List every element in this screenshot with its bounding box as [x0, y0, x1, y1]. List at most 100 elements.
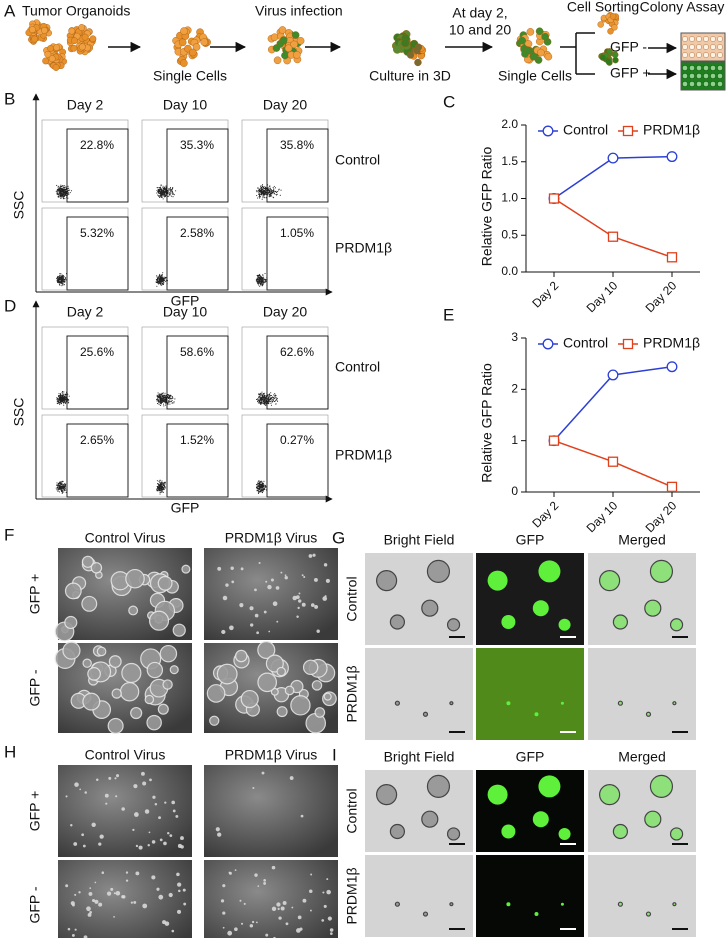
- cell: [285, 45, 292, 52]
- event-dot: [263, 193, 264, 194]
- cell: [519, 37, 526, 44]
- event-dot: [63, 196, 64, 197]
- panel-label: E: [443, 305, 454, 324]
- well: [682, 52, 687, 57]
- event-dot: [160, 397, 161, 398]
- event-dot: [259, 197, 260, 198]
- event-dot: [158, 280, 159, 281]
- event-dot: [261, 398, 262, 399]
- event-dot: [64, 198, 65, 199]
- event-dot: [269, 191, 270, 192]
- event-dot: [157, 480, 158, 481]
- event-dot: [272, 197, 273, 198]
- event-dot: [260, 190, 261, 191]
- event-dot: [263, 403, 264, 404]
- event-dot: [168, 395, 169, 396]
- well: [717, 65, 722, 70]
- event-dot: [165, 396, 166, 397]
- event-dot: [257, 276, 258, 277]
- colony: [250, 924, 253, 927]
- event-dot: [162, 187, 163, 188]
- gfp-blob: [538, 775, 560, 797]
- marker: [668, 482, 677, 491]
- gate-percent: 5.32%: [80, 226, 114, 240]
- event-dot: [169, 189, 170, 190]
- x-tick-label: Day 2: [529, 278, 561, 310]
- event-dot: [163, 190, 164, 191]
- cell: [180, 27, 187, 34]
- y-tick-label: 0.0: [501, 264, 518, 278]
- colony: [155, 803, 157, 805]
- event-dot: [62, 397, 63, 398]
- event-dot: [63, 190, 64, 191]
- event-dot: [63, 402, 64, 403]
- colony: [133, 901, 136, 904]
- event-dot: [265, 189, 266, 190]
- colony: [324, 693, 331, 700]
- colony: [65, 616, 77, 628]
- cell: [82, 34, 88, 40]
- organoid: [671, 828, 683, 840]
- event-dot: [60, 192, 61, 193]
- event-dot: [56, 190, 57, 191]
- event-dot: [264, 486, 265, 487]
- event-dot: [169, 396, 170, 397]
- event-dot: [63, 396, 64, 397]
- cell: [598, 21, 604, 27]
- micro-image: [588, 553, 696, 645]
- cell: [607, 48, 613, 54]
- event-dot: [273, 190, 274, 191]
- image-bg: [588, 648, 696, 740]
- event-dot: [61, 403, 62, 404]
- flow-plot: 1.05%: [242, 208, 328, 290]
- cell: [414, 59, 421, 66]
- cell: [41, 27, 47, 33]
- colony: [180, 836, 184, 840]
- event-dot: [62, 491, 63, 492]
- event-dot: [67, 188, 68, 189]
- event-dot: [261, 490, 262, 491]
- event-dot: [263, 486, 264, 487]
- cell-cluster: [172, 27, 210, 67]
- event-dot: [268, 396, 269, 397]
- step-label: Single Cells: [153, 68, 227, 84]
- event-dot: [159, 276, 160, 277]
- event-dot: [170, 187, 171, 188]
- y-tick-label: 0: [511, 484, 518, 498]
- event-dot: [258, 278, 259, 279]
- event-dot: [61, 401, 62, 402]
- axis-label: SSC: [11, 191, 27, 220]
- colony: [322, 596, 327, 601]
- colony: [108, 719, 123, 734]
- colony: [91, 823, 95, 827]
- colony: [83, 659, 91, 667]
- y-tick-label: 2.0: [501, 117, 518, 131]
- colony: [259, 562, 261, 564]
- colony: [116, 891, 121, 896]
- event-dot: [60, 273, 61, 274]
- column-header: PRDM1β Virus: [225, 530, 318, 546]
- colony: [298, 599, 301, 602]
- event-dot: [264, 279, 265, 280]
- event-dot: [165, 189, 166, 190]
- colony: [109, 656, 121, 668]
- flow-plot: 25.6%: [42, 327, 128, 409]
- organoid: [600, 785, 620, 805]
- event-dot: [170, 398, 171, 399]
- event-dot: [165, 277, 166, 278]
- event-dot: [275, 397, 276, 398]
- colony: [98, 843, 101, 846]
- colony: [302, 603, 306, 607]
- y-tick-label: 3: [511, 330, 518, 344]
- gate-percent: 1.05%: [280, 226, 314, 240]
- event-dot: [257, 401, 258, 402]
- event-dot: [61, 486, 62, 487]
- event-dot: [170, 190, 171, 191]
- colony: [314, 605, 318, 609]
- event-dot: [59, 489, 60, 490]
- colony: [129, 606, 138, 615]
- series-line: [554, 199, 672, 258]
- cell: [179, 39, 186, 46]
- colony: [82, 596, 97, 611]
- event-dot: [269, 393, 270, 394]
